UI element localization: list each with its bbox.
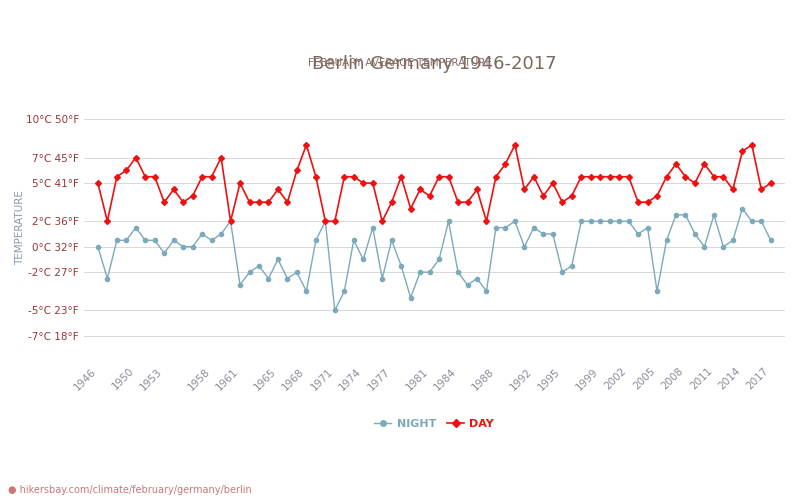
Text: FEBRUARY AVERAGE TEMPERATURE: FEBRUARY AVERAGE TEMPERATURE <box>308 58 492 68</box>
NIGHT <box>718 244 728 250</box>
DAY <box>538 193 548 199</box>
NIGHT <box>738 206 747 212</box>
NIGHT <box>93 244 102 250</box>
DAY <box>93 180 102 186</box>
DAY <box>102 218 112 224</box>
NIGHT <box>558 269 567 275</box>
Text: ● hikersbay.com/climate/february/germany/berlin: ● hikersbay.com/climate/february/germany… <box>8 485 252 495</box>
Line: DAY: DAY <box>96 143 773 224</box>
Line: NIGHT: NIGHT <box>96 206 773 312</box>
NIGHT <box>529 224 538 230</box>
NIGHT <box>766 238 775 244</box>
Y-axis label: TEMPERATURE: TEMPERATURE <box>15 190 25 265</box>
Legend: NIGHT, DAY: NIGHT, DAY <box>370 415 498 434</box>
DAY <box>766 180 775 186</box>
DAY <box>728 186 738 192</box>
DAY <box>567 193 577 199</box>
DAY <box>491 174 501 180</box>
NIGHT <box>321 218 330 224</box>
DAY <box>339 174 349 180</box>
DAY <box>302 142 311 148</box>
NIGHT <box>188 244 198 250</box>
NIGHT <box>330 308 340 314</box>
DAY <box>198 174 207 180</box>
Title: Berlin Germany 1946-2017: Berlin Germany 1946-2017 <box>312 55 557 73</box>
NIGHT <box>482 288 491 294</box>
